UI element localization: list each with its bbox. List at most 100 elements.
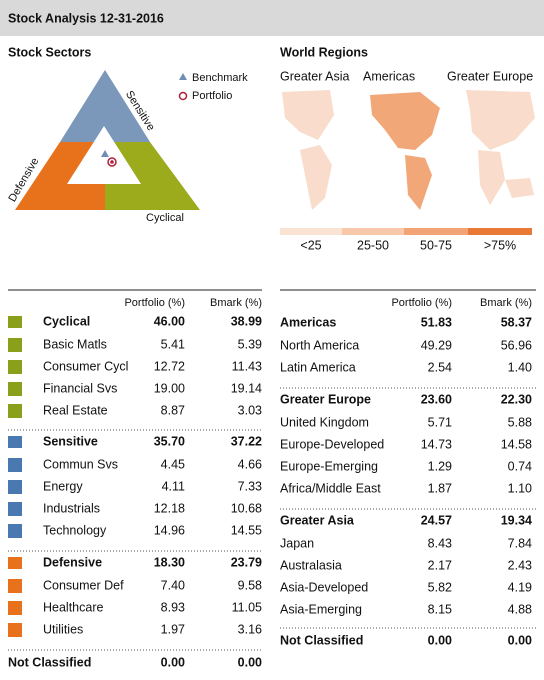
row-name: Basic Matls — [43, 337, 107, 351]
group-name: Sensitive — [43, 434, 98, 448]
row-portfolio: 4.11 — [162, 479, 185, 493]
row-bmark: 11.43 — [232, 359, 262, 373]
column-header: Bmark (%) — [210, 297, 262, 309]
column-header: Bmark (%) — [480, 297, 532, 309]
row-portfolio: 12.18 — [154, 501, 185, 515]
row-bmark: 5.39 — [238, 337, 262, 351]
row-bmark: 3.03 — [238, 403, 262, 417]
row-name: Utilities — [43, 622, 83, 636]
row-bmark: 1.10 — [508, 481, 532, 495]
scale-swatch — [342, 228, 404, 235]
row-bmark: 4.88 — [508, 602, 532, 616]
group-name: Greater Asia — [280, 513, 355, 527]
row-bmark: 9.58 — [238, 578, 262, 592]
row-portfolio: 8.43 — [428, 536, 452, 550]
row-name: North America — [280, 338, 359, 352]
row-bmark: 3.16 — [238, 622, 262, 636]
row-bmark: 7.33 — [238, 479, 262, 493]
scale-swatch — [468, 228, 532, 235]
row-name: Energy — [43, 479, 83, 493]
legend-icon — [178, 91, 188, 101]
column-header: Portfolio (%) — [124, 297, 185, 309]
row-name: Consumer Def — [43, 578, 124, 592]
legend-label: Portfolio — [192, 90, 232, 102]
region-label: Greater Asia — [280, 69, 350, 83]
row-portfolio: 4.45 — [161, 457, 185, 471]
group-bmark: 38.99 — [231, 314, 262, 328]
row-portfolio: 2.54 — [428, 360, 452, 374]
group-name: Americas — [280, 315, 336, 329]
sector-icon — [8, 623, 22, 637]
sector-icon — [8, 458, 22, 472]
row-name: Europe-Developed — [280, 437, 384, 451]
row-name: Africa/Middle East — [280, 481, 381, 495]
sector-icon — [8, 382, 22, 396]
sector-icon — [8, 404, 22, 418]
row-portfolio: 0.00 — [161, 655, 185, 669]
row-bmark: 2.43 — [508, 558, 532, 572]
row-portfolio: 0.00 — [428, 633, 452, 647]
sector-icon — [8, 502, 22, 516]
column-header: Portfolio (%) — [391, 297, 452, 309]
legend-label: Benchmark — [192, 72, 248, 84]
row-name: Asia-Developed — [280, 580, 368, 594]
row-portfolio: 12.72 — [154, 359, 185, 373]
row-name: Financial Svs — [43, 381, 117, 395]
group-bmark: 23.79 — [231, 555, 262, 569]
row-bmark: 4.66 — [238, 457, 262, 471]
group-portfolio: 51.83 — [421, 315, 452, 329]
row-bmark: 1.40 — [508, 360, 532, 374]
row-portfolio: 8.93 — [161, 600, 185, 614]
scale-swatch — [280, 228, 342, 235]
sector-icon — [8, 360, 22, 374]
row-portfolio: 19.00 — [154, 381, 185, 395]
row-bmark: 11.05 — [232, 600, 262, 614]
row-bmark: 0.74 — [508, 459, 532, 473]
row-portfolio: 8.15 — [428, 602, 452, 616]
row-name: Japan — [280, 536, 314, 550]
row-bmark: 4.19 — [508, 580, 532, 594]
row-bmark: 7.84 — [508, 536, 532, 550]
group-name: Cyclical — [43, 314, 90, 328]
header-bar — [0, 0, 544, 36]
row-bmark: 0.00 — [238, 655, 262, 669]
sector-icon — [8, 316, 22, 328]
row-bmark: 14.55 — [231, 523, 262, 537]
group-portfolio: 35.70 — [154, 434, 185, 448]
row-portfolio: 8.87 — [161, 403, 185, 417]
row-name: Australasia — [280, 558, 342, 572]
scale-swatch — [404, 228, 468, 235]
row-name: United Kingdom — [280, 415, 369, 429]
row-portfolio: 2.17 — [428, 558, 452, 572]
row-portfolio: 49.29 — [421, 338, 452, 352]
row-portfolio: 1.87 — [428, 481, 452, 495]
row-name: Healthcare — [43, 600, 103, 614]
group-portfolio: 46.00 — [154, 314, 185, 328]
sector-triangle — [15, 70, 200, 210]
row-name: Commun Svs — [43, 457, 118, 471]
section-title: World Regions — [280, 45, 368, 59]
sector-icon — [8, 579, 22, 593]
row-portfolio: 7.40 — [161, 578, 185, 592]
row-portfolio: 5.82 — [428, 580, 452, 594]
group-bmark: 58.37 — [501, 315, 532, 329]
world-map — [282, 90, 535, 210]
group-bmark: 37.22 — [231, 434, 262, 448]
row-portfolio: 14.96 — [154, 523, 185, 537]
triangle-label: Cyclical — [146, 212, 184, 224]
row-name: Industrials — [43, 501, 100, 515]
group-portfolio: 23.60 — [421, 392, 452, 406]
row-name: Europe-Emerging — [280, 459, 378, 473]
scale-label: 25-50 — [357, 238, 389, 252]
page-title: Stock Analysis 12-31-2016 — [8, 11, 164, 25]
row-portfolio: 1.97 — [161, 622, 185, 636]
row-name: Technology — [43, 523, 107, 537]
row-bmark: 10.68 — [231, 501, 262, 515]
row-portfolio: 14.73 — [421, 437, 452, 451]
group-name: Greater Europe — [280, 392, 371, 406]
row-bmark: 14.58 — [501, 437, 532, 451]
row-name: Latin America — [280, 360, 356, 374]
row-portfolio: 5.71 — [428, 415, 452, 429]
section-title: Stock Sectors — [8, 45, 91, 59]
